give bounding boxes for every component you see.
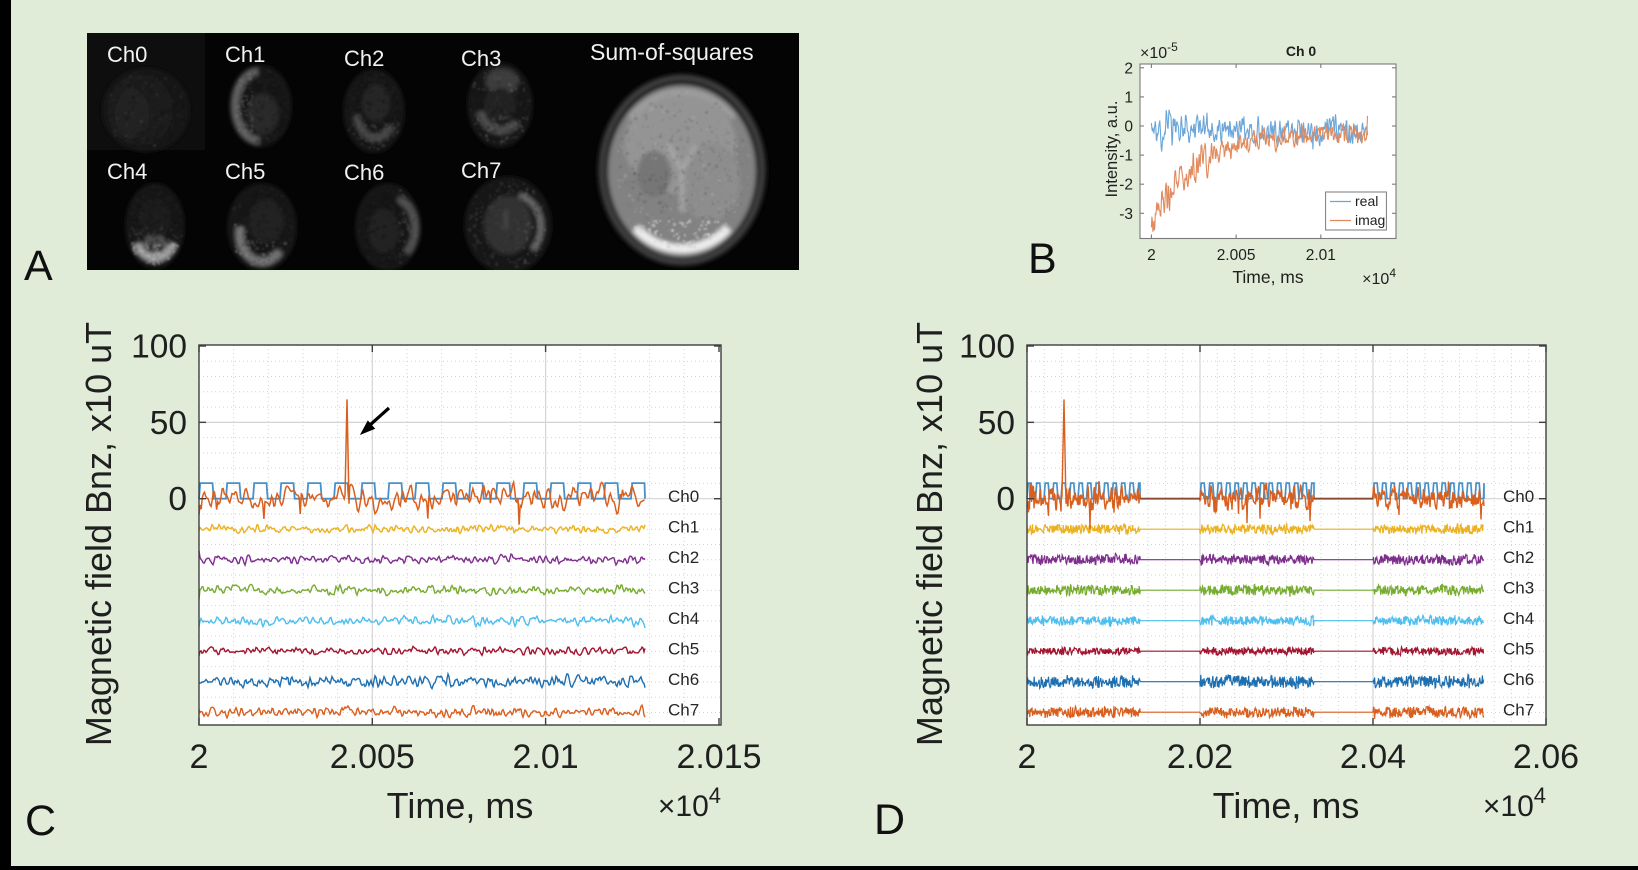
svg-text:Ch0: Ch0 [107,42,147,67]
svg-text:-2: -2 [1119,177,1133,194]
svg-text:1: 1 [1124,89,1133,106]
svg-text:Time, ms: Time, ms [387,785,534,826]
svg-text:Ch5: Ch5 [225,159,265,184]
svg-text:Ch4: Ch4 [1503,609,1534,628]
svg-text:2.06: 2.06 [1513,738,1579,776]
svg-text:2.01: 2.01 [1306,247,1336,264]
svg-text:Ch5: Ch5 [1503,640,1534,659]
svg-text:0: 0 [1124,119,1133,136]
svg-text:C: C [25,797,56,845]
svg-text:Ch2: Ch2 [344,46,384,71]
svg-text:-3: -3 [1119,206,1133,223]
svg-text:Ch5: Ch5 [668,640,699,659]
svg-text:B: B [1028,235,1057,283]
svg-text:Ch3: Ch3 [1503,579,1534,598]
svg-text:Ch6: Ch6 [344,160,384,185]
svg-text:Ch4: Ch4 [107,159,147,184]
svg-text:2: 2 [1124,60,1133,77]
svg-text:Ch7: Ch7 [461,158,501,183]
svg-text:2.005: 2.005 [1217,247,1256,264]
svg-text:Ch3: Ch3 [461,46,501,71]
svg-text:Ch1: Ch1 [1503,518,1534,537]
svg-text:2: 2 [190,738,209,776]
svg-text:2.015: 2.015 [676,738,761,776]
svg-text:real: real [1355,193,1378,209]
svg-text:Ch2: Ch2 [1503,548,1534,567]
svg-text:imag: imag [1355,212,1385,228]
svg-text:2.04: 2.04 [1340,738,1406,776]
svg-text:0: 0 [168,481,187,518]
svg-text:Ch3: Ch3 [668,579,699,598]
svg-text:Ch6: Ch6 [1503,670,1534,689]
svg-text:Ch1: Ch1 [668,518,699,537]
svg-text:Magnetic field Bnz, x10 uT: Magnetic field Bnz, x10 uT [909,322,950,746]
svg-text:Magnetic field Bnz, x10 uT: Magnetic field Bnz, x10 uT [78,322,119,746]
svg-text:Ch2: Ch2 [668,548,699,567]
svg-text:100: 100 [131,329,187,366]
svg-text:2: 2 [1147,247,1156,264]
svg-text:Time, ms: Time, ms [1232,267,1304,287]
svg-text:Sum-of-squares: Sum-of-squares [590,39,754,65]
svg-text:-1: -1 [1119,148,1133,165]
svg-text:Ch0: Ch0 [1503,487,1534,506]
svg-text:Ch0: Ch0 [668,487,699,506]
svg-text:×104: ×104 [1362,266,1396,288]
svg-text:Ch1: Ch1 [225,42,265,67]
svg-text:2.005: 2.005 [330,738,415,776]
svg-text:Ch4: Ch4 [668,609,699,628]
svg-text:50: 50 [978,405,1015,442]
svg-text:D: D [874,796,905,844]
svg-text:Intensity, a.u.: Intensity, a.u. [1103,101,1121,198]
svg-text:Time, ms: Time, ms [1213,785,1360,826]
svg-text:A: A [24,242,53,290]
svg-text:2.01: 2.01 [513,738,579,776]
svg-text:2.02: 2.02 [1167,738,1233,776]
svg-text:50: 50 [150,405,187,442]
svg-text:Ch 0: Ch 0 [1286,43,1317,59]
svg-text:100: 100 [959,329,1015,366]
svg-text:Ch7: Ch7 [668,701,699,720]
svg-text:Ch6: Ch6 [668,670,699,689]
svg-text:0: 0 [996,481,1015,518]
svg-text:Ch7: Ch7 [1503,701,1534,720]
svg-text:2: 2 [1018,738,1037,776]
